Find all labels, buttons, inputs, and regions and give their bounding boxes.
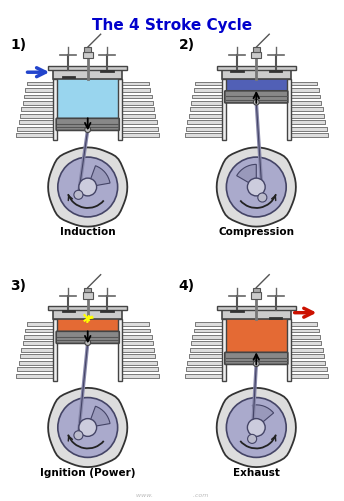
Polygon shape (217, 147, 296, 226)
Text: 3): 3) (10, 279, 26, 293)
Circle shape (85, 340, 90, 346)
Bar (48, 66, 127, 70)
Bar (53, 79, 57, 140)
Circle shape (58, 398, 118, 457)
FancyBboxPatch shape (56, 118, 119, 130)
Text: The 4 Stroke Cycle: The 4 Stroke Cycle (92, 18, 252, 33)
Text: 2): 2) (179, 38, 195, 52)
Bar (83, 293, 93, 299)
Polygon shape (48, 147, 127, 226)
Bar (118, 79, 122, 140)
Polygon shape (48, 388, 127, 467)
Circle shape (247, 419, 265, 436)
Bar (251, 293, 261, 299)
Circle shape (85, 127, 90, 133)
Text: 4): 4) (179, 279, 195, 293)
Circle shape (58, 157, 118, 217)
Circle shape (74, 431, 83, 440)
Text: Compression: Compression (218, 227, 294, 237)
Text: www.                    .com: www. .com (136, 493, 208, 498)
Bar (222, 319, 226, 381)
Bar (222, 79, 226, 140)
Wedge shape (88, 166, 110, 187)
Bar (53, 319, 57, 381)
Bar (217, 66, 296, 70)
Text: Induction: Induction (60, 227, 116, 237)
Circle shape (248, 434, 257, 443)
Circle shape (79, 178, 97, 196)
Circle shape (258, 193, 267, 202)
Text: Exhaust: Exhaust (233, 467, 280, 477)
Bar (226, 319, 287, 353)
Text: 1): 1) (10, 38, 26, 52)
Bar (222, 310, 291, 319)
Circle shape (74, 190, 83, 199)
Bar (287, 79, 291, 140)
Bar (53, 310, 122, 319)
Circle shape (254, 361, 259, 367)
Bar (57, 319, 118, 332)
Polygon shape (217, 388, 296, 467)
Bar (57, 79, 118, 119)
Bar (226, 79, 287, 92)
Circle shape (226, 398, 286, 457)
FancyBboxPatch shape (225, 352, 288, 364)
Bar (253, 288, 259, 293)
Bar (217, 306, 296, 310)
Bar (251, 52, 261, 59)
Wedge shape (88, 406, 110, 427)
Circle shape (226, 157, 286, 217)
Bar (85, 288, 91, 293)
Wedge shape (237, 164, 256, 187)
FancyBboxPatch shape (56, 331, 119, 343)
Bar (253, 47, 259, 52)
Circle shape (247, 178, 265, 196)
Bar (222, 70, 291, 79)
Circle shape (79, 419, 97, 436)
FancyBboxPatch shape (225, 91, 288, 103)
Bar (48, 306, 127, 310)
Bar (118, 319, 122, 381)
Bar (287, 319, 291, 381)
Wedge shape (252, 405, 273, 427)
Bar (83, 52, 93, 59)
Bar (53, 70, 122, 79)
Circle shape (254, 99, 259, 105)
Bar (85, 47, 91, 52)
Text: Ignition (Power): Ignition (Power) (40, 467, 136, 477)
